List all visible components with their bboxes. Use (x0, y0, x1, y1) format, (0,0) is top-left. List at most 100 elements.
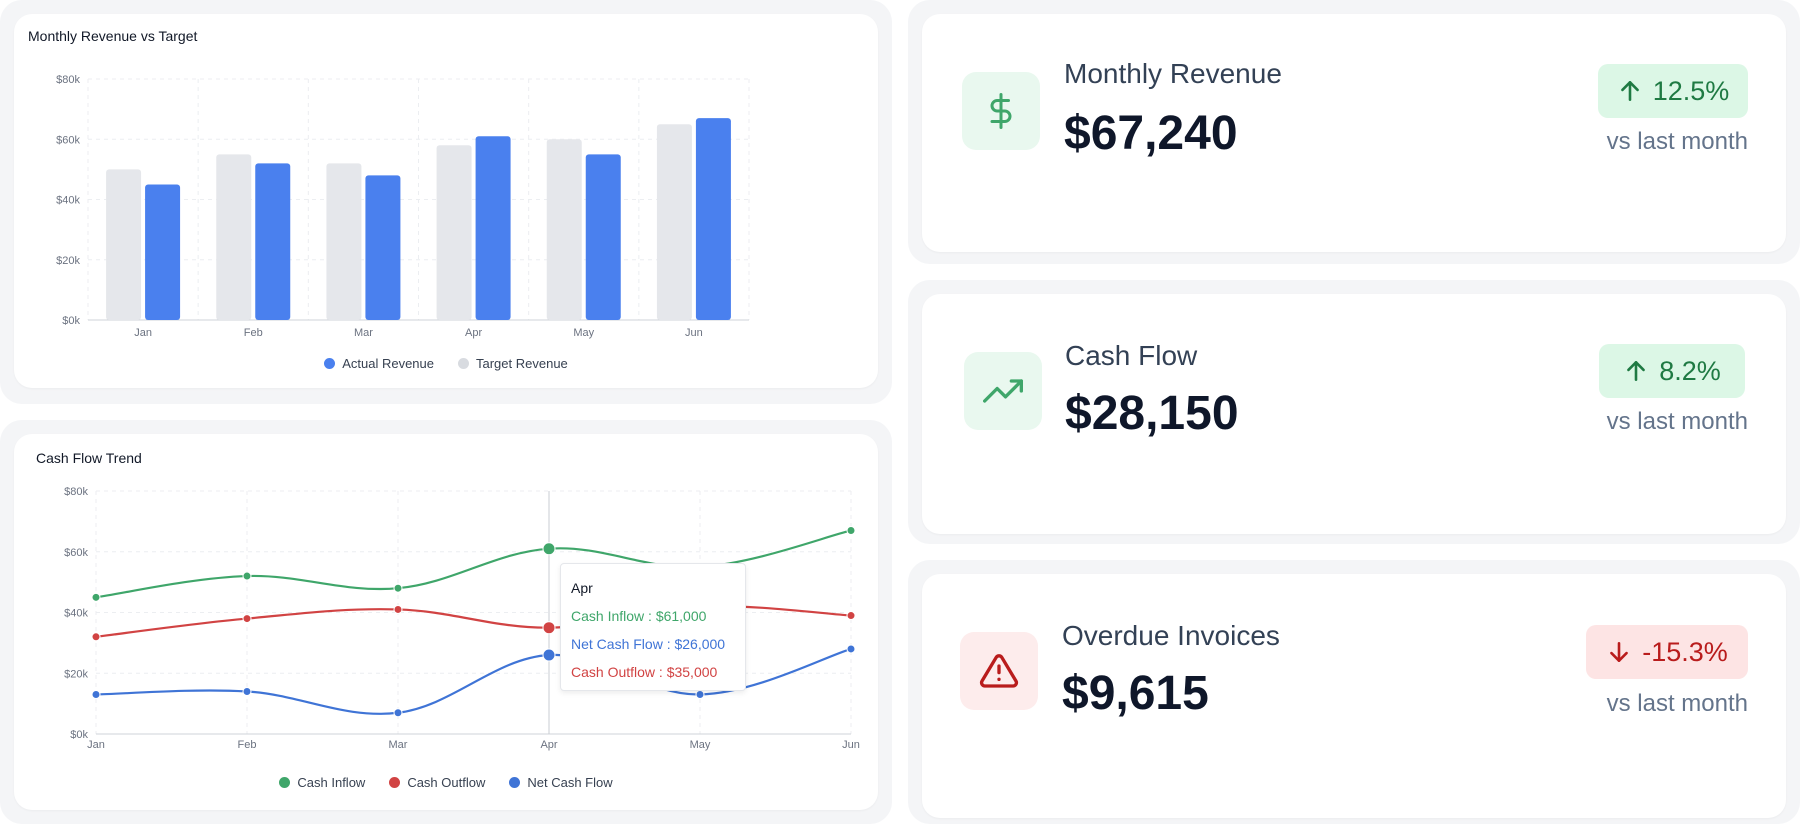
bar-target-jan (106, 169, 142, 320)
kpi-revenue-sub: vs last month (1606, 128, 1748, 155)
line-y-tick-label: $80k (64, 486, 88, 498)
bar-actual-jun (695, 118, 731, 320)
point-net-may (695, 690, 705, 700)
bar-actual-jan (145, 184, 181, 320)
line-y-tick-label: $20k (64, 668, 88, 680)
bar-actual-mar (365, 175, 401, 320)
legend-cash-outflow[interactable]: Cash Outflow (389, 775, 485, 790)
revenue-chart-card: Monthly Revenue vs Target $0k $20k $40k $60… (14, 14, 878, 388)
line-y-tick-label: $0k (70, 729, 88, 741)
arrow-up-icon (1627, 361, 1646, 381)
legend-target-label: Target Revenue (476, 356, 568, 371)
legend-outflow-dot (389, 777, 401, 788)
bar-x-tick-label: Jan (134, 327, 152, 339)
bar-y-tick-label: $0k (62, 315, 80, 327)
legend-actual-label: Actual Revenue (342, 356, 434, 371)
line-y-tick-label: $40k (64, 608, 88, 620)
point-net-jan (91, 690, 101, 700)
line-x-tick-label: Feb (238, 739, 257, 751)
revenue-chart-title: Monthly Revenue vs Target (28, 28, 198, 44)
alert-triangle-icon (979, 654, 1019, 688)
kpi-overdue-change-badge: -15.3% (1586, 625, 1748, 679)
legend-actual-dot (324, 358, 336, 369)
legend-outflow-label: Cash Outflow (407, 775, 486, 790)
kpi-revenue-label: Monthly Revenue (1064, 58, 1282, 89)
line-y-tick-label: $60k (64, 547, 88, 559)
kpi-cashflow-icon-box (964, 352, 1042, 430)
kpi-cashflow-label: Cash Flow (1065, 340, 1198, 371)
legend-inflow-dot (279, 777, 291, 788)
point-inflow-jun (846, 525, 856, 535)
legend-net-label: Net Cash Flow (527, 775, 613, 790)
point-outflow-feb (242, 614, 252, 624)
tooltip-title: Apr (571, 580, 593, 596)
kpi-revenue-icon-box (962, 72, 1040, 150)
point-outflow-apr (542, 621, 556, 635)
legend-cash-inflow[interactable]: Cash Inflow (279, 775, 365, 790)
bar-actual-feb (255, 163, 291, 320)
cashflow-chart-title: Cash Flow Trend (36, 450, 142, 466)
kpi-cashflow-change: 8.2% (1659, 355, 1721, 386)
line-x-tick-label: Apr (540, 739, 557, 751)
bar-target-mar (326, 163, 362, 320)
kpi-revenue-change-badge: 12.5% (1598, 64, 1748, 118)
kpi-revenue-card: Monthly Revenue $67,240 12.5% vs last mo… (922, 14, 1786, 252)
bar-y-tick-label: $40k (56, 195, 80, 207)
point-inflow-apr (542, 542, 556, 556)
tooltip-net: Net Cash Flow : $26,000 (571, 636, 726, 652)
line-x-tick-label: Mar (389, 739, 408, 751)
kpi-revenue-change: 12.5% (1652, 75, 1730, 106)
cashflow-tooltip: Apr Cash Inflow : $61,000 Net Cash Flow … (560, 563, 746, 691)
arrow-up-icon (1620, 81, 1639, 101)
legend-net-cash-flow[interactable]: Net Cash Flow (509, 775, 613, 790)
bar-actual-may (585, 154, 621, 320)
point-net-apr (542, 648, 556, 662)
kpi-revenue-value: $67,240 (1064, 107, 1238, 160)
point-net-jun (846, 644, 856, 654)
kpi-overdue-label: Overdue Invoices (1062, 620, 1280, 651)
point-net-mar (393, 708, 403, 718)
bar-y-tick-label: $80k (56, 74, 80, 86)
cashflow-chart-legend: Cash Inflow Cash Outflow Net Cash Flow (14, 775, 878, 790)
point-inflow-jan (91, 592, 101, 602)
kpi-overdue-change: -15.3% (1642, 636, 1728, 667)
legend-target-revenue[interactable]: Target Revenue (458, 356, 568, 371)
legend-net-dot (509, 777, 521, 788)
kpi-overdue-sub: vs last month (1606, 690, 1748, 717)
revenue-bar-chart: $0k $20k $40k $60k $80k Jan Feb Mar Apr May Jun (56, 74, 750, 339)
point-outflow-mar (393, 604, 403, 614)
bar-actual-apr (475, 136, 511, 320)
cashflow-line-chart: $0k $20k $40k $60k $80k Jan Feb Mar Apr May Jun (64, 486, 860, 751)
bar-x-tick-label: Jun (685, 327, 703, 339)
bar-y-tick-label: $60k (56, 134, 80, 146)
line-x-tick-label: Jan (87, 739, 105, 751)
kpi-cashflow-sub: vs last month (1606, 408, 1748, 435)
kpi-overdue-value: $9,615 (1062, 667, 1209, 720)
kpi-overdue-card: Overdue Invoices $9,615 -15.3% vs last m… (922, 574, 1786, 818)
bar-target-apr (436, 145, 472, 320)
dollar-icon (990, 93, 1012, 129)
bar-x-tick-label: Apr (465, 327, 482, 339)
kpi-overdue-icon-box (960, 632, 1038, 710)
point-net-feb (242, 686, 252, 696)
kpi-cashflow-value: $28,150 (1065, 387, 1239, 440)
line-x-tick-label: Jun (842, 739, 860, 751)
legend-target-dot (458, 358, 469, 369)
bar-target-feb (216, 154, 252, 320)
bar-y-tick-label: $20k (56, 255, 80, 267)
kpi-cashflow-change-badge: 8.2% (1599, 344, 1745, 398)
point-inflow-mar (393, 583, 403, 593)
tooltip-outflow: Cash Outflow : $35,000 (571, 664, 718, 680)
bar-x-tick-label: Feb (244, 327, 263, 339)
bar-target-may (546, 139, 582, 320)
kpi-cashflow-card: Cash Flow $28,150 8.2% vs last month (922, 294, 1786, 534)
point-outflow-jun (846, 611, 856, 621)
revenue-chart-legend: Actual Revenue Target Revenue (14, 356, 878, 371)
line-x-tick-label: May (690, 739, 711, 751)
legend-actual-revenue[interactable]: Actual Revenue (324, 356, 434, 371)
bar-target-jun (656, 124, 692, 320)
line-series-net (95, 647, 852, 715)
tooltip-inflow: Cash Inflow : $61,000 (571, 608, 707, 624)
bar-x-tick-label: May (573, 327, 594, 339)
bar-x-tick-label: Mar (354, 327, 373, 339)
